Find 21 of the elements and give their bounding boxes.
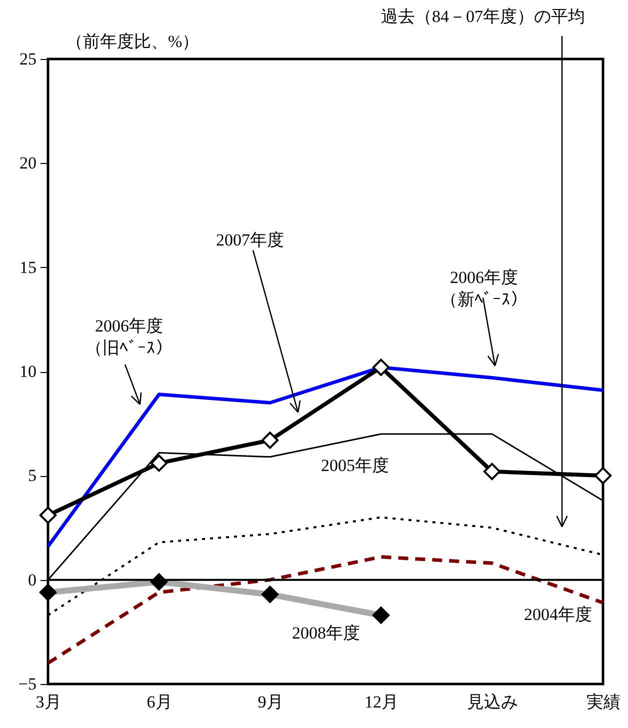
text: 2006年度（新ﾍﾞｰｽ） [440, 268, 528, 309]
y-tick-label: 25 [20, 50, 36, 68]
y-axis-title: （前年度比、%） [66, 32, 200, 51]
x-tick-label: 12月 [364, 692, 398, 712]
y-tick-label: 20 [20, 154, 36, 173]
y-tick-label: 5 [28, 466, 36, 486]
x-tick-label: 9月 [258, 692, 284, 712]
y-tick-label: 15 [20, 258, 36, 277]
x-tick-label: 見込み [467, 692, 518, 712]
series-label: 2005年度 [321, 456, 389, 475]
y-tick-label: −5 [18, 674, 36, 694]
series-label: 2004年度 [524, 604, 592, 624]
x-tick-label: 実績 [586, 692, 620, 712]
y-tick-label: 10 [20, 362, 36, 381]
text: 2006年度（旧ﾍﾞｰｽ） [86, 316, 172, 358]
text: 2007年度 [216, 230, 284, 250]
series-label: 2008年度 [292, 623, 360, 642]
x-tick-label: 6月 [146, 692, 172, 712]
y-tick-label: 0 [28, 570, 36, 590]
x-tick-label: 3月 [36, 692, 62, 712]
text: 過去（84－07年度）の平均 [381, 6, 585, 26]
